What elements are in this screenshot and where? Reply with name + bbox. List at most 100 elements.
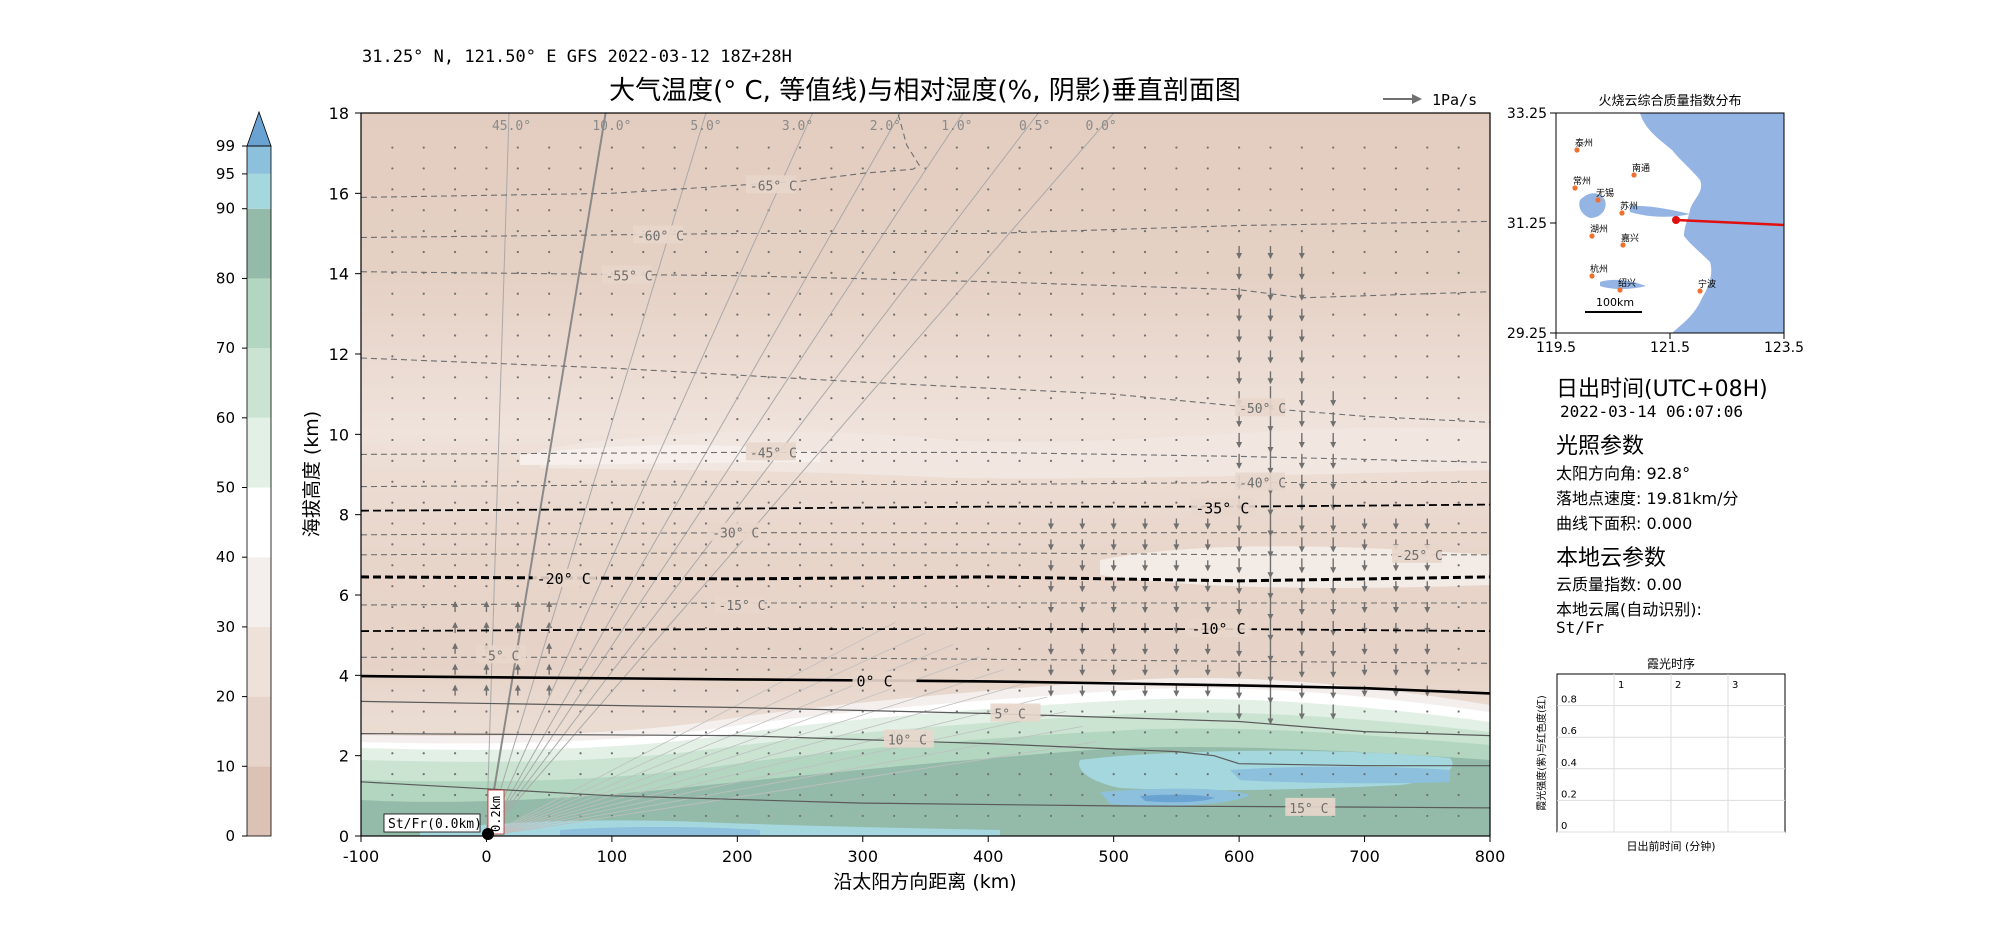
wind-dot — [1206, 146, 1209, 149]
wind-dot — [955, 564, 958, 567]
solar-ray — [486, 113, 1115, 836]
wind-arrowhead — [1330, 629, 1337, 636]
wind-dot — [485, 480, 488, 483]
plot-axes: -100 0 100 200 300 400 500 600 700 80002468101214… — [329, 104, 1506, 866]
wind-arrowhead — [1361, 690, 1368, 697]
wind-dot — [704, 146, 708, 149]
wind-dot — [453, 752, 457, 755]
x-tick-label: -100 — [343, 847, 379, 866]
wind-dot — [1143, 793, 1147, 797]
wind-dot — [485, 397, 488, 400]
wind-dot — [767, 229, 770, 233]
wind-dot — [1018, 605, 1021, 609]
wind-dot — [861, 313, 864, 316]
wind-dot — [704, 167, 708, 170]
wind-arrowhead — [1047, 607, 1054, 614]
wind-dot — [642, 313, 645, 316]
wind-dot — [704, 605, 708, 609]
wind-dot — [673, 250, 676, 254]
wind-dot — [1363, 752, 1366, 755]
wind-dot — [579, 209, 582, 212]
wind-dot — [893, 543, 896, 546]
wind-dot — [1143, 814, 1147, 818]
contour-label-bg — [1391, 544, 1442, 563]
wind-dot — [610, 397, 613, 400]
wind-dot — [798, 271, 802, 274]
wind-dot — [579, 376, 582, 379]
temperature-contour — [361, 481, 1490, 488]
wind-dot — [610, 647, 613, 650]
wind-dot — [1081, 271, 1084, 274]
wind-dot — [1269, 167, 1272, 170]
wind-dot — [548, 250, 551, 254]
contour-label: -40° C — [1239, 477, 1286, 492]
wind-dot — [987, 292, 990, 295]
wind-dot — [1394, 188, 1398, 191]
wind-dot — [830, 417, 833, 421]
wind-dot — [704, 292, 708, 295]
wind-dot — [1018, 438, 1021, 442]
colorbar-segment — [247, 417, 271, 488]
wind-dot — [485, 564, 488, 567]
wind-dot — [673, 814, 676, 818]
wind-dot — [1049, 417, 1053, 421]
wind-arrowhead — [1392, 586, 1399, 593]
chart-title: 大气温度(° C, 等值线)与相对湿度(%, 阴影)垂直剖面图 — [609, 76, 1241, 106]
wind-dot — [1206, 229, 1209, 233]
map-city-dot — [1589, 233, 1595, 239]
wind-dot — [642, 334, 645, 337]
wind-dot — [391, 292, 394, 295]
wind-dot — [1206, 438, 1209, 442]
wind-dot — [1300, 752, 1303, 755]
map-river — [1630, 205, 1690, 217]
wind-dot — [798, 543, 802, 546]
wind-dot — [1238, 209, 1241, 212]
wind-dot — [861, 250, 864, 254]
wind-dot — [893, 209, 896, 212]
wind-dot — [1018, 292, 1021, 295]
solar-ray-label: 10.0° — [592, 119, 631, 134]
wind-dot — [798, 313, 802, 316]
wind-arrowhead — [1267, 357, 1274, 364]
wind-dot — [736, 689, 739, 692]
wind-arrowhead — [1204, 544, 1211, 551]
wind-arrowhead — [452, 684, 459, 691]
x-tick-label: 300 — [848, 847, 879, 866]
wind-dot — [955, 250, 958, 254]
map-bay — [1600, 279, 1646, 289]
wind-dot — [893, 605, 896, 609]
wind-dot — [924, 564, 927, 567]
wind-dot — [391, 146, 394, 149]
wind-arrowhead — [1204, 607, 1211, 614]
wind-dot — [673, 564, 676, 567]
contour-label: -5° C — [480, 649, 519, 664]
map-x-tick-label: 119.5 — [1536, 340, 1576, 356]
wind-arrowhead — [1267, 614, 1274, 621]
wind-dot — [798, 480, 802, 483]
wind-dot — [1112, 417, 1115, 421]
wind-dot — [422, 752, 425, 755]
wind-arrowhead — [1110, 523, 1117, 530]
wind-dot — [704, 731, 708, 734]
wind-dot — [830, 731, 833, 734]
wind-dot — [1112, 250, 1115, 254]
wind-dot — [987, 271, 990, 274]
wind-dot — [610, 188, 613, 191]
x-tick-label: 500 — [1098, 847, 1129, 866]
wind-dot — [798, 209, 802, 212]
wind-dot — [767, 585, 770, 588]
wind-dot — [548, 564, 551, 567]
glow-x-tick-label: 2 — [1675, 680, 1681, 691]
low-solar-ray — [486, 741, 1098, 836]
wind-arrowhead — [1267, 718, 1274, 725]
wind-dot — [987, 501, 990, 504]
map-title: 火烧云综合质量指数分布 — [1598, 94, 1741, 109]
wind-dot — [422, 167, 425, 170]
wind-dot — [924, 501, 927, 504]
wind-dot — [767, 710, 770, 713]
wind-arrowhead — [514, 601, 521, 608]
wind-dot — [736, 480, 739, 483]
wind-dot — [1081, 355, 1084, 358]
wind-dot — [736, 710, 739, 713]
contour-label-bg — [1285, 797, 1336, 816]
